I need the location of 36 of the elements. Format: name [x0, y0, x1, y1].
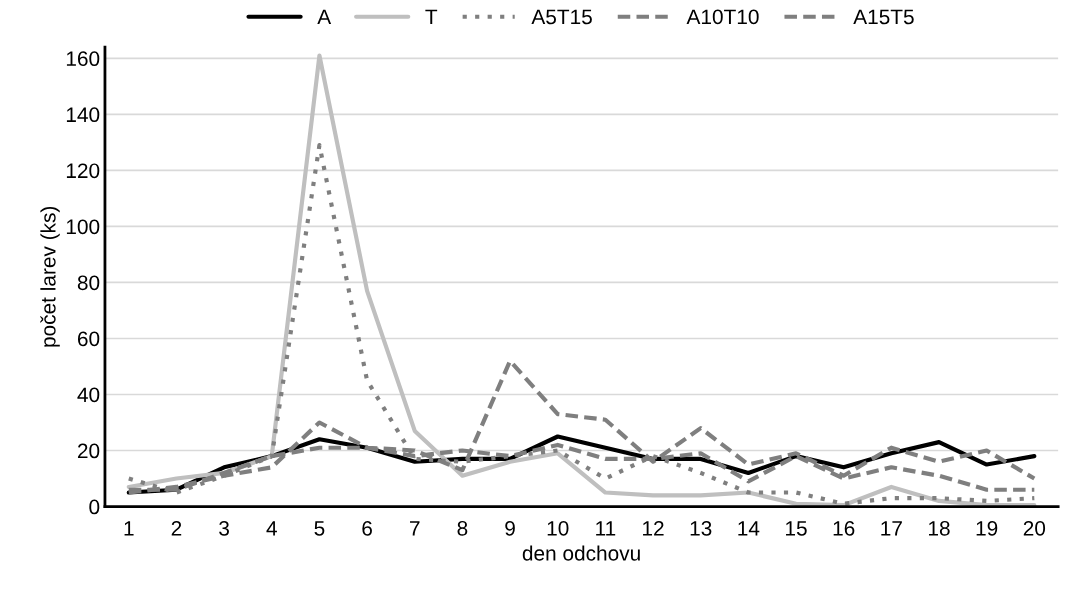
x-tick-label: 2 — [171, 520, 182, 536]
y-tick-label: 80 — [77, 275, 100, 291]
y-tick-label: 100 — [66, 219, 100, 235]
x-tick-label: 12 — [643, 520, 664, 536]
x-tick-label: 10 — [547, 520, 569, 536]
x-tick-label: 1 — [124, 521, 134, 536]
y-tick-label: 0 — [89, 499, 100, 515]
x-tick-label: 3 — [219, 520, 229, 536]
x-tick-label: 5 — [314, 521, 325, 536]
x-tick-label: 6 — [362, 520, 372, 536]
y-tick-label: 20 — [77, 443, 100, 459]
x-tick-label: 11 — [596, 521, 616, 536]
x-tick-label: 18 — [929, 520, 950, 536]
x-tick-label: 17 — [881, 521, 902, 536]
x-tick-label: 16 — [833, 520, 855, 536]
legend-label: T — [425, 9, 438, 25]
x-tick-label: 14 — [738, 521, 760, 536]
x-tick-label: 19 — [976, 520, 998, 536]
x-tick-label: 9 — [505, 520, 515, 536]
legend-label: A15T5 — [853, 9, 914, 25]
x-tick-label: 13 — [690, 520, 712, 536]
x-tick-label: 8 — [457, 520, 468, 536]
x-tick-label: 4 — [266, 521, 277, 536]
y-tick-label: 140 — [66, 107, 100, 123]
x-axis-title: den odchovu — [522, 545, 640, 561]
legend-label: A — [317, 9, 332, 25]
x-tick-label: 7 — [410, 521, 420, 536]
y-tick-label: 160 — [66, 51, 100, 67]
y-tick-label: 60 — [77, 331, 100, 347]
x-tick-label: 15 — [786, 521, 807, 536]
y-tick-label: 120 — [66, 163, 100, 179]
legend-label: A10T10 — [686, 9, 759, 25]
x-tick-label: 20 — [1023, 520, 1046, 536]
y-axis-title: počet larev (ks) — [40, 206, 60, 347]
legend-label: A5T15 — [531, 9, 592, 25]
y-tick-label: 40 — [77, 387, 100, 403]
